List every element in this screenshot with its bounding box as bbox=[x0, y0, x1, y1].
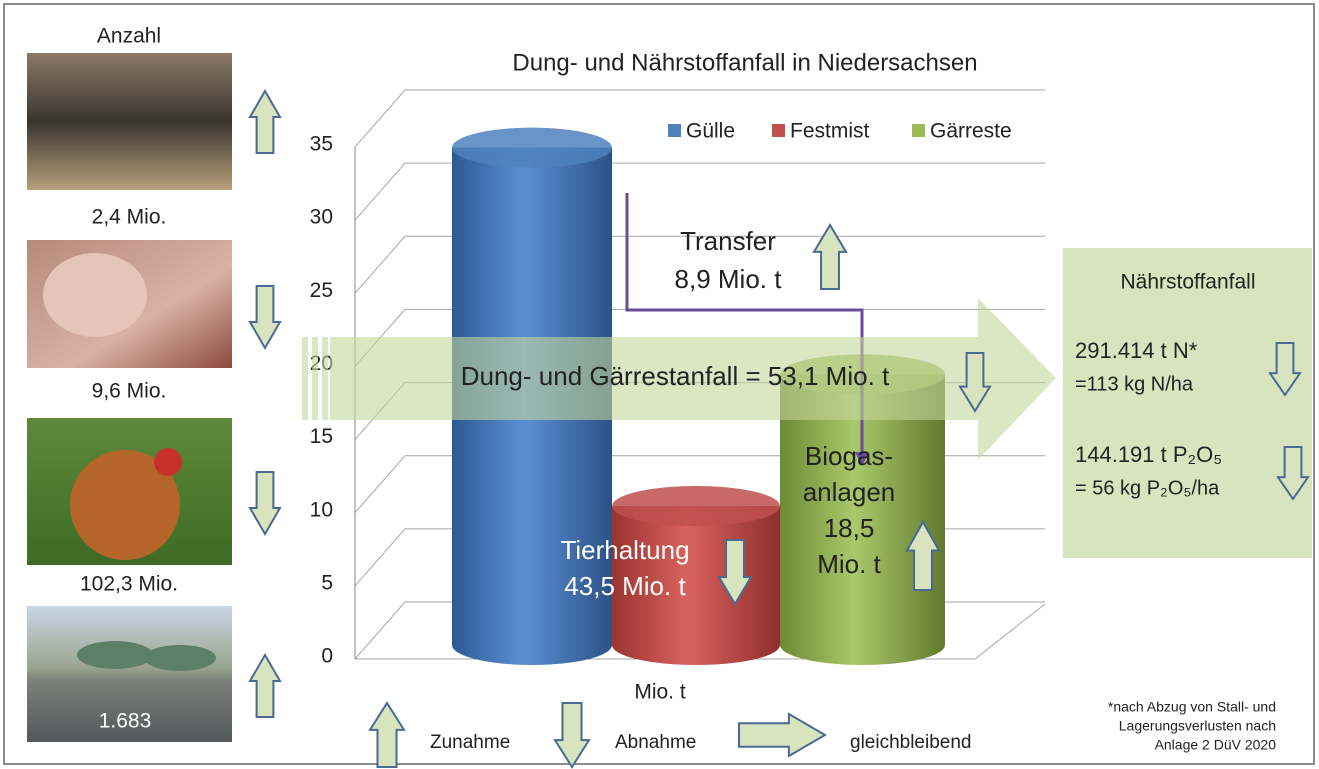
animal-count: 102,3 Mio. bbox=[80, 573, 178, 596]
grid-line bbox=[354, 89, 1045, 148]
animal-count: 1.683 bbox=[99, 710, 152, 733]
key-label: Abnahme bbox=[615, 732, 696, 753]
photo-cows bbox=[27, 53, 232, 190]
trend-arrow-up bbox=[812, 223, 848, 290]
footnote: Lagerungsverlusten nach bbox=[1119, 718, 1276, 734]
y-tick-label: 30 bbox=[310, 206, 333, 229]
tierhaltung-label: Tierhaltung bbox=[560, 535, 689, 565]
hen bbox=[70, 450, 180, 560]
flow-arrow bbox=[330, 298, 1056, 460]
trend-arrow-up bbox=[368, 701, 406, 768]
x-axis-label: Mio. t bbox=[634, 681, 686, 704]
chart-title: Dung- und Nährstoffanfall in Niedersachs… bbox=[512, 49, 977, 76]
grid-line bbox=[354, 162, 1045, 221]
transfer-label: 8,9 Mio. t bbox=[675, 264, 783, 294]
trend-arrow-down bbox=[1276, 446, 1310, 501]
trend-arrow-down bbox=[248, 471, 282, 537]
trend-arrow-down bbox=[553, 702, 591, 769]
transfer-head bbox=[855, 452, 869, 466]
animals-header: Anzahl bbox=[97, 25, 161, 48]
nutrient-line: =113 kg N/ha bbox=[1075, 373, 1194, 395]
transfer-label: Transfer bbox=[680, 226, 776, 256]
trend-arrow-up bbox=[248, 88, 282, 154]
flow-stripe bbox=[322, 337, 328, 420]
y-tick-label: 25 bbox=[310, 279, 333, 302]
nutrient-line: 144.191 t P₂O₅ bbox=[1075, 442, 1222, 467]
flow-stripe bbox=[302, 337, 308, 420]
nutrient-title: Nährstoffanfall bbox=[1120, 271, 1255, 294]
animal-count: 9,6 Mio. bbox=[92, 380, 167, 403]
animal-count: 2,4 Mio. bbox=[92, 206, 167, 229]
flow-label: Dung- und Gärrestanfall = 53,1 Mio. t bbox=[461, 361, 890, 391]
biogas-dome bbox=[144, 645, 216, 671]
bar-top bbox=[612, 486, 780, 527]
photo-biogas bbox=[27, 606, 232, 742]
biogas-label: 18,5 bbox=[824, 513, 875, 543]
biogas-label: Biogas- bbox=[805, 441, 893, 471]
footnote: *nach Abzug von Stall- und bbox=[1108, 699, 1276, 715]
bar-top bbox=[452, 127, 612, 168]
biogas-label: anlagen bbox=[803, 477, 896, 507]
biogas-dome bbox=[77, 641, 153, 669]
bar bbox=[780, 374, 945, 665]
nutrient-line: 291.414 t N* bbox=[1075, 338, 1198, 363]
nutrient-line: = 56 kg P₂O₅/ha bbox=[1075, 477, 1220, 499]
y-tick-label: 15 bbox=[310, 425, 333, 448]
legend-label: Festmist bbox=[790, 120, 870, 143]
flow-stripe bbox=[312, 337, 318, 420]
hen-comb bbox=[154, 448, 182, 476]
trend-arrow-down bbox=[1268, 342, 1302, 397]
biogas-label: Mio. t bbox=[817, 549, 881, 579]
trend-arrow-down bbox=[248, 285, 282, 351]
pig-head bbox=[43, 253, 147, 337]
y-tick-label: 5 bbox=[321, 571, 333, 594]
legend-swatch bbox=[772, 124, 785, 137]
y-tick-label: 0 bbox=[321, 645, 333, 668]
trend-arrow-up bbox=[905, 519, 941, 591]
y-tick-label: 10 bbox=[310, 498, 333, 521]
trend-arrow-up bbox=[248, 652, 282, 718]
trend-arrow-right bbox=[738, 712, 827, 758]
tierhaltung-label: 43,5 Mio. t bbox=[564, 571, 686, 601]
legend-label: Gärreste bbox=[930, 120, 1012, 143]
frame bbox=[3, 3, 1315, 765]
legend-label: Gülle bbox=[686, 120, 735, 143]
trend-arrow-down bbox=[958, 352, 992, 413]
trend-arrow-down bbox=[717, 539, 753, 606]
legend-swatch bbox=[912, 124, 925, 137]
footnote: Anlage 2 DüV 2020 bbox=[1155, 737, 1277, 753]
legend-swatch bbox=[668, 124, 681, 137]
key-label: Zunahme bbox=[430, 732, 510, 753]
key-label: gleichbleibend bbox=[850, 732, 972, 753]
y-tick-label: 35 bbox=[310, 133, 333, 156]
nutrient-box bbox=[1063, 248, 1312, 558]
